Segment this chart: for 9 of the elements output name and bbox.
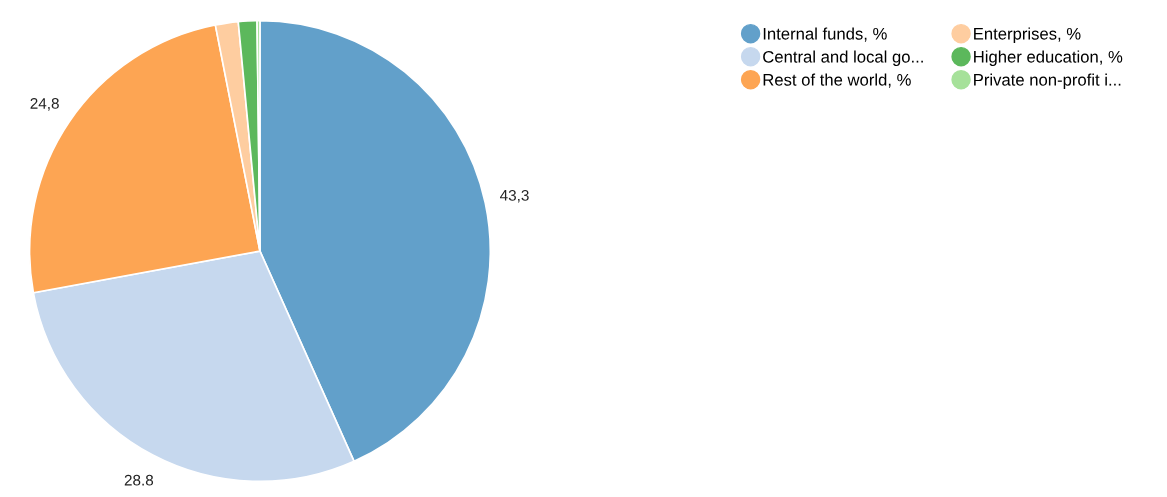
legend-label: Higher education, % xyxy=(974,50,1123,66)
data-label: 28.8 xyxy=(124,474,154,486)
data-label: 43,3 xyxy=(500,189,529,203)
legend-label: Central and local go... xyxy=(763,50,923,66)
data-label: 24,8 xyxy=(30,98,59,111)
legend-label: Private non-profit i... xyxy=(974,73,1121,90)
legend-label: Rest of the world, % xyxy=(763,73,911,88)
legend-label: Enterprises, % xyxy=(974,27,1081,43)
legend-label: Internal funds, % xyxy=(763,27,887,42)
